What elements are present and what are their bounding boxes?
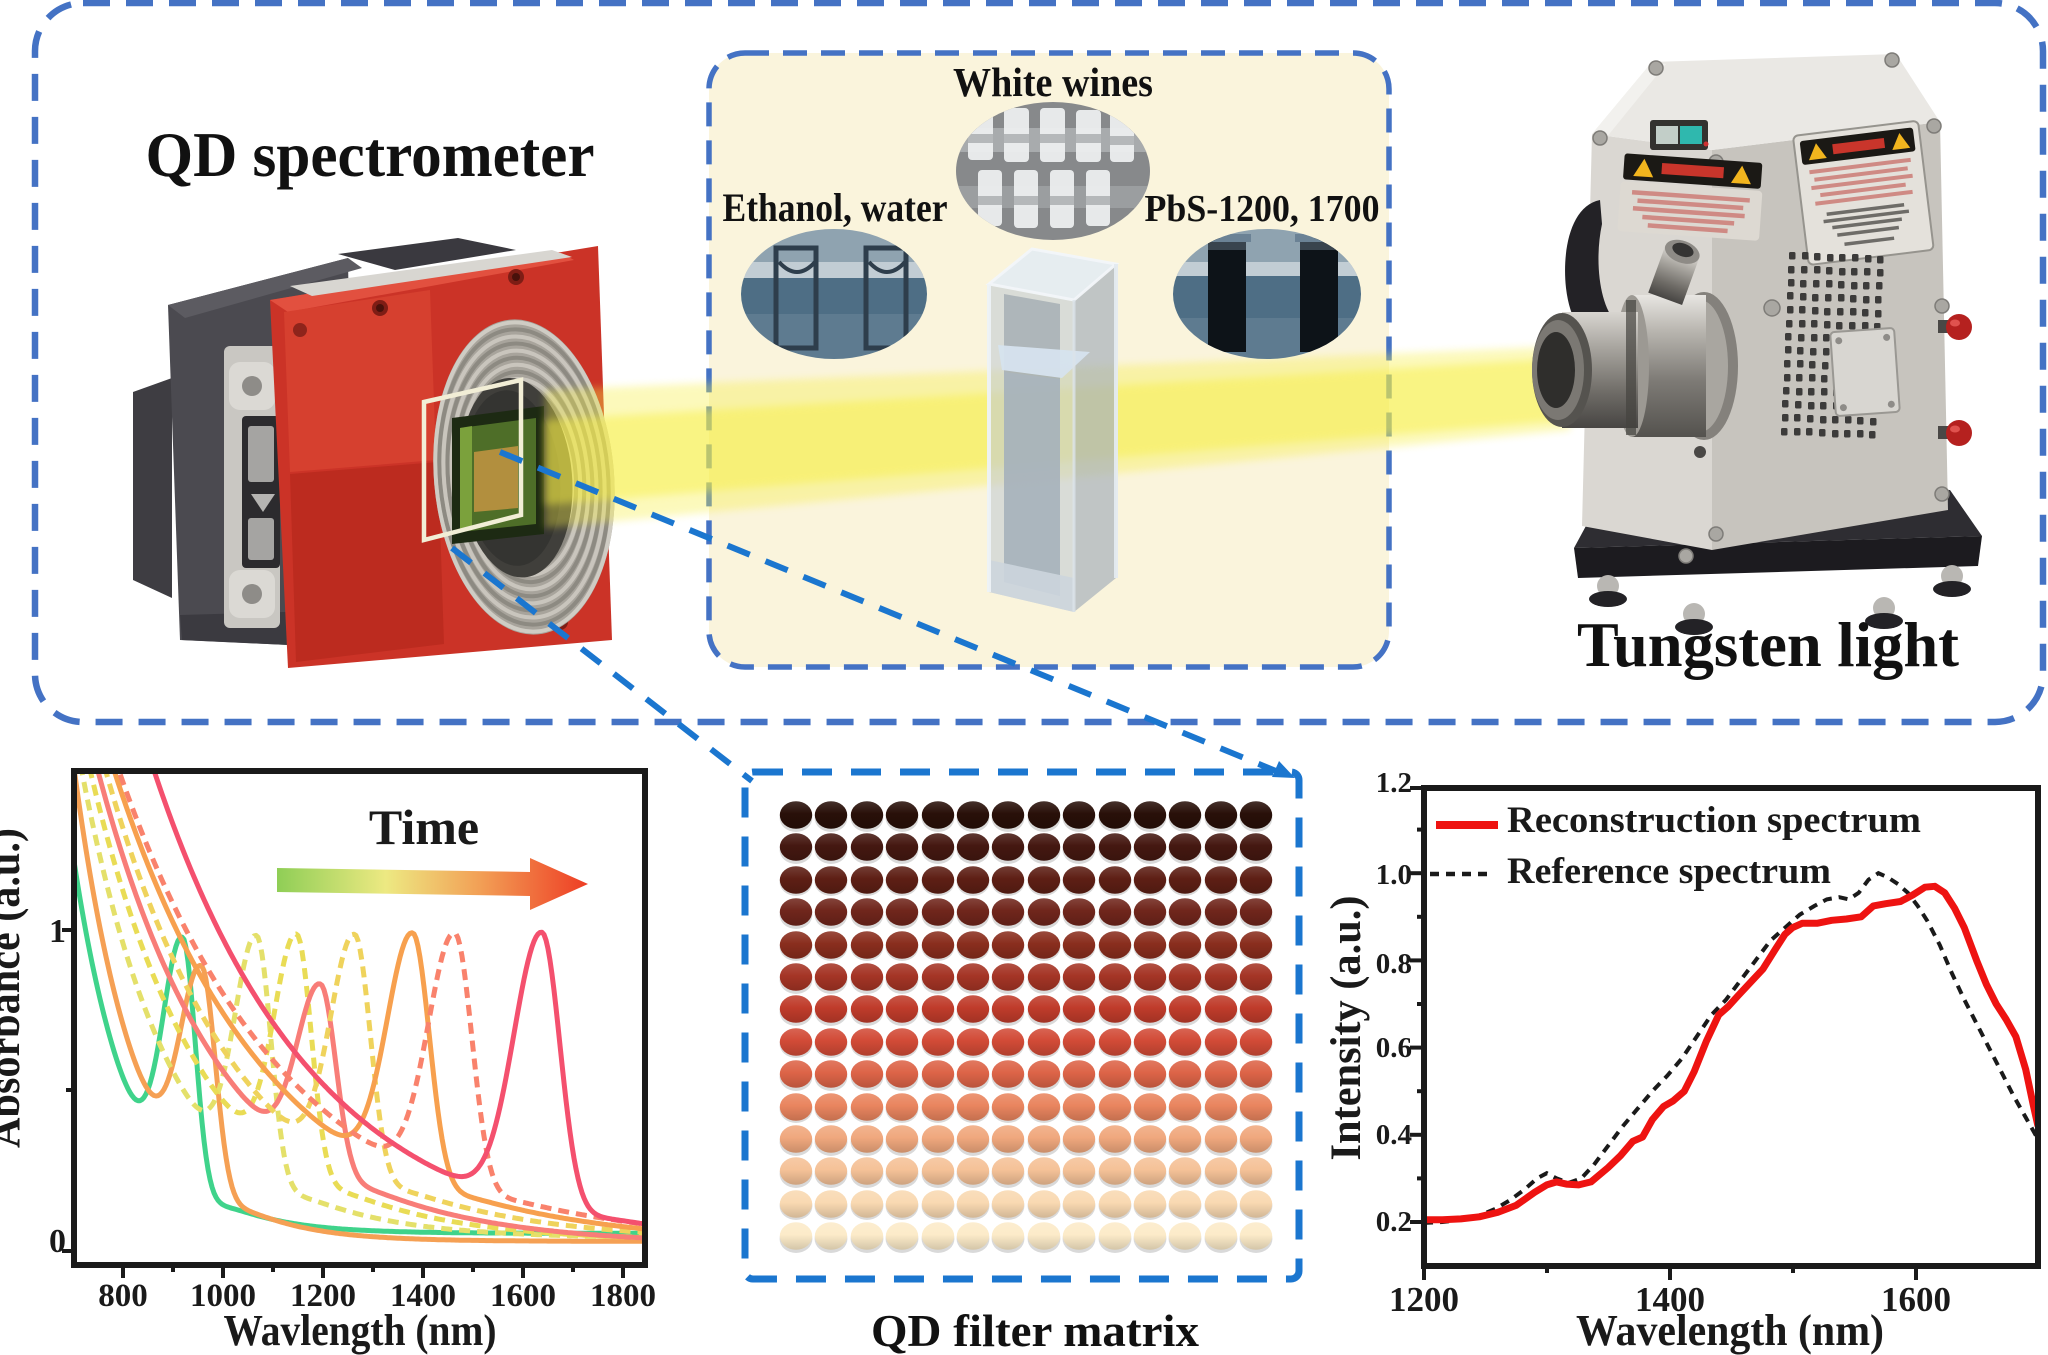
svg-text:Time: Time [369,799,479,855]
svg-text:Ethanol, water: Ethanol, water [723,185,948,230]
svg-text:Wavelength (nm): Wavelength (nm) [1576,1306,1884,1355]
svg-text:0: 0 [49,1223,66,1260]
svg-text:Wavlength (nm): Wavlength (nm) [224,1306,497,1355]
svg-text:Absorbance (a.u.): Absorbance (a.u.) [0,828,29,1148]
svg-text:800: 800 [98,1278,148,1314]
svg-text:PbS-1200, 1700: PbS-1200, 1700 [1145,188,1380,230]
svg-text:White wines: White wines [953,59,1153,105]
svg-text:0.8: 0.8 [1376,948,1412,980]
svg-text:1200: 1200 [1389,1280,1459,1319]
svg-text:Reconstruction spectrum: Reconstruction spectrum [1507,800,1921,841]
svg-text:QD spectrometer: QD spectrometer [146,120,595,190]
svg-text:Reference spectrum: Reference spectrum [1507,851,1831,892]
svg-text:QD filter matrix: QD filter matrix [871,1305,1199,1355]
svg-text:1600: 1600 [1881,1280,1951,1319]
svg-text:1.0: 1.0 [1376,859,1412,891]
svg-text:1.2: 1.2 [1376,767,1412,799]
svg-text:1800: 1800 [590,1278,656,1314]
svg-text:Intensity (a.u.): Intensity (a.u.) [1323,896,1370,1161]
svg-text:Tungsten light: Tungsten light [1577,610,1959,680]
svg-text:1400: 1400 [390,1278,456,1314]
svg-text:1400: 1400 [1635,1280,1705,1319]
svg-text:0.6: 0.6 [1376,1032,1412,1064]
svg-text:0.2: 0.2 [1376,1206,1412,1238]
svg-text:1: 1 [49,913,66,950]
svg-text:1000: 1000 [190,1278,256,1314]
svg-text:1200: 1200 [290,1278,356,1314]
svg-text:1600: 1600 [490,1278,556,1314]
svg-text:0.4: 0.4 [1376,1119,1412,1151]
